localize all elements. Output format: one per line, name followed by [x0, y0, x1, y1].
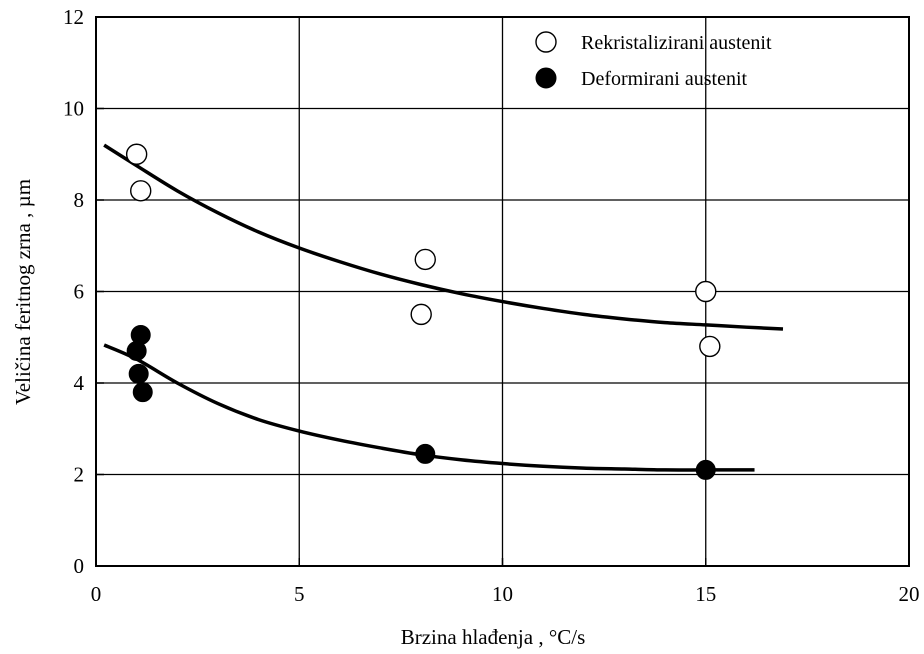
- fit-curve: [103, 143, 784, 331]
- legend-label: Rekristalizirani austenit: [581, 32, 772, 54]
- legend-marker: [535, 31, 557, 53]
- x-tick-label: 5: [294, 582, 305, 606]
- y-tick-label: 10: [63, 97, 84, 121]
- y-tick-label: 2: [74, 463, 85, 487]
- data-points: [125, 143, 721, 480]
- open-point: [410, 303, 432, 326]
- y-tick-label: 12: [63, 5, 84, 29]
- x-tick-label: 20: [899, 582, 920, 606]
- x-axis-label: Brzina hlađenja , °C/s: [401, 625, 586, 649]
- y-tick-label: 0: [74, 554, 85, 578]
- grid: [96, 17, 909, 566]
- legend: Rekristalizirani austenit Deformirani aus…: [535, 31, 772, 90]
- x-tick-label: 15: [695, 582, 716, 606]
- filled-point: [126, 340, 147, 361]
- y-tick-label: 6: [74, 280, 85, 304]
- tick-labels: 0 5 10 15 20 0 2 4 6 8 10 12: [63, 5, 920, 606]
- open-point: [130, 180, 152, 202]
- open-point: [125, 143, 148, 165]
- filled-point: [415, 443, 436, 464]
- legend-marker: [535, 67, 557, 89]
- filled-point: [128, 363, 149, 384]
- x-tick-label: 0: [91, 582, 102, 606]
- open-point: [699, 335, 721, 358]
- y-axis-label: Veličina feritnog zrna , µm: [11, 179, 35, 405]
- open-point: [414, 248, 436, 271]
- open-point: [695, 280, 717, 303]
- y-tick-label: 4: [74, 371, 85, 395]
- legend-label: Deformirani austenit: [581, 68, 747, 90]
- filled-point: [132, 382, 153, 403]
- y-tick-label: 8: [74, 188, 85, 212]
- filled-point: [695, 459, 716, 480]
- fit-curves: [103, 143, 784, 472]
- x-tick-label: 10: [492, 582, 513, 606]
